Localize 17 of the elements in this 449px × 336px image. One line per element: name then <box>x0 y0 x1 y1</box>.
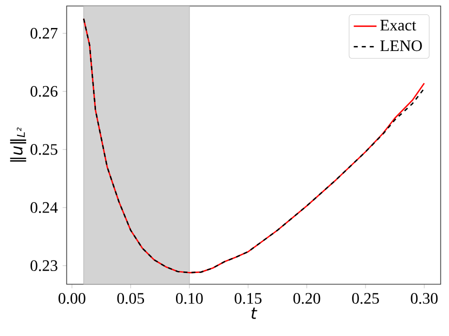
legend-label: LENO <box>380 40 422 52</box>
y-tick-label: 0.26 <box>30 86 58 97</box>
y-tick-label: 0.23 <box>30 260 58 272</box>
x-tick-label: 0.15 <box>234 292 262 304</box>
y-tick-label: 0.24 <box>30 202 58 214</box>
y-axis-title: ‖u‖$_{L²}$ <box>10 127 26 162</box>
x-tick-label: 0.10 <box>176 292 203 304</box>
y-tick-label: 0.27 <box>30 28 58 39</box>
legend-label: Exact <box>380 20 416 31</box>
x-tick-label: 0.00 <box>58 292 86 304</box>
y-tick-label: 0.25 <box>30 144 58 155</box>
x-tick-label: 0.05 <box>117 292 144 304</box>
line-series <box>83 18 425 274</box>
x-tick-label: 0.20 <box>293 292 320 304</box>
x-axis-title: t <box>252 308 258 319</box>
x-tick-label: 0.25 <box>352 292 379 304</box>
x-tick-label: 0.30 <box>410 292 438 304</box>
